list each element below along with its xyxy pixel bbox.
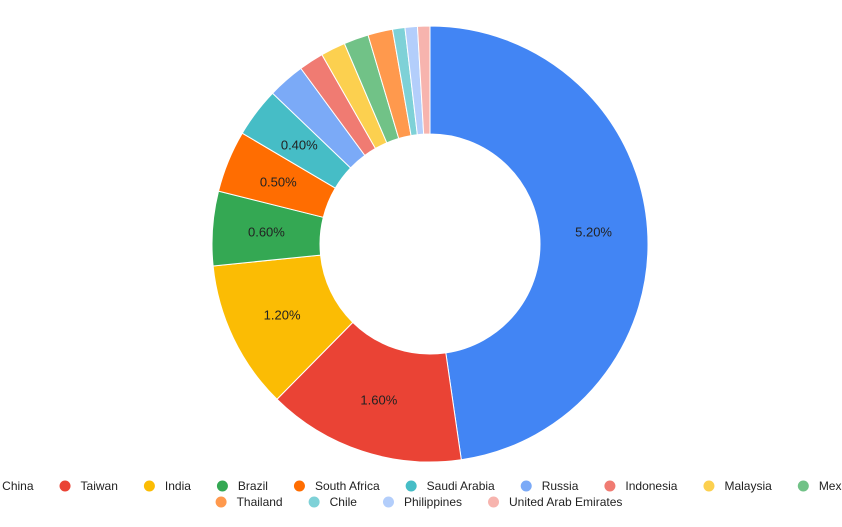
legend-marker xyxy=(703,480,715,492)
legend-item-chile: Chile xyxy=(308,495,358,509)
legend-marker xyxy=(797,480,809,492)
legend-label: Russia xyxy=(542,479,579,493)
data-label-south-africa: 0.50% xyxy=(260,174,297,189)
legend-item-indonesia: Indonesia xyxy=(604,479,678,493)
legend-marker xyxy=(382,496,394,508)
legend-item-united-arab-emirates: United Arab Emirates xyxy=(488,495,622,509)
legend-label: Mexico xyxy=(819,479,842,493)
legend-marker xyxy=(143,480,155,492)
donut-slices xyxy=(211,25,649,463)
legend-marker xyxy=(308,496,320,508)
legend-item-taiwan: Taiwan xyxy=(59,479,118,493)
legend-item-china: China xyxy=(2,479,34,493)
data-label-saudi-arabia: 0.40% xyxy=(281,137,318,152)
legend-marker xyxy=(293,480,305,492)
legend-label: Brazil xyxy=(238,479,268,493)
legend-label: Indonesia xyxy=(625,479,677,493)
legend-item-philippines: Philippines xyxy=(382,495,462,509)
legend-label: United Arab Emirates xyxy=(509,495,622,509)
legend: China Taiwan India Brazil South Africa Saudi … xyxy=(2,479,842,509)
legend-label: Malaysia xyxy=(724,479,772,493)
legend-item-saudi-arabia: Saudi Arabia xyxy=(405,479,495,493)
legend-item-thailand: Thailand xyxy=(215,495,283,509)
legend-label: India xyxy=(165,479,191,493)
legend-label: South Africa xyxy=(315,479,380,493)
legend-item-brazil: Brazil xyxy=(216,479,268,493)
slice-united-arab-emirates xyxy=(416,25,431,135)
legend-label: Taiwan xyxy=(81,479,118,493)
slice-china xyxy=(429,25,649,461)
legend-marker xyxy=(405,480,417,492)
legend-label: China xyxy=(2,479,34,493)
legend-item-south-africa: South Africa xyxy=(293,479,380,493)
legend-marker xyxy=(59,480,71,492)
slice-taiwan xyxy=(276,321,462,463)
data-label-china: 5.20% xyxy=(575,225,612,240)
legend-label: Chile xyxy=(330,495,358,509)
legend-label: Saudi Arabia xyxy=(427,479,495,493)
legend-item-russia: Russia xyxy=(520,479,579,493)
legend-marker xyxy=(604,480,616,492)
legend-item-malaysia: Malaysia xyxy=(703,479,772,493)
legend-item-mexico: Mexico xyxy=(797,479,842,493)
legend-marker xyxy=(520,480,532,492)
legend-marker xyxy=(216,480,228,492)
legend-marker xyxy=(215,496,227,508)
legend-marker xyxy=(488,496,500,508)
legend-label: Thailand xyxy=(237,495,283,509)
legend-label: Philippines xyxy=(404,495,462,509)
data-label-india: 1.20% xyxy=(264,307,301,322)
legend-item-india: India xyxy=(143,479,191,493)
data-label-brazil: 0.60% xyxy=(248,225,285,240)
data-label-taiwan: 1.60% xyxy=(360,392,397,407)
slice-labels: 5.20% 1.60% 1.20% 0.60% 0.50% 0.40% xyxy=(248,137,612,407)
